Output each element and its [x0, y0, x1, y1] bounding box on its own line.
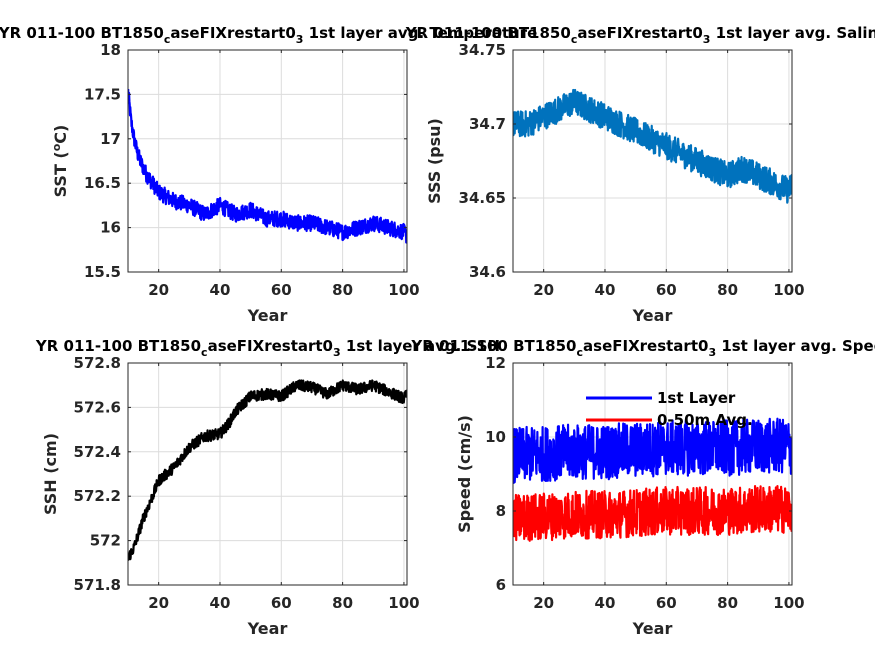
y-tick-label: 34.7: [469, 115, 506, 133]
chart-3: 20 40 60 80 100571.8572572.2572.4572.6572.8Y…: [35, 337, 500, 638]
legend-label: 0-50m Avg.: [657, 411, 753, 429]
x-axis-label: Year: [247, 619, 288, 638]
x-tick-label: 20: [148, 594, 169, 612]
y-tick-label: 10: [485, 428, 506, 446]
axes-frame: [512, 49, 793, 273]
x-tick-label: 40: [210, 281, 231, 299]
y-tick-label: 34.6: [469, 263, 506, 281]
y-tick-label: 572: [90, 532, 121, 550]
x-tick-label: 40: [210, 594, 231, 612]
y-tick-label: 16.5: [84, 174, 121, 192]
axes-frame: [512, 362, 793, 586]
x-tick-label: 60: [656, 594, 677, 612]
y-tick-label: 572.4: [74, 443, 121, 461]
x-tick-label: 100: [773, 281, 804, 299]
y-tick-label: 572.8: [74, 354, 121, 372]
y-tick-label: 17: [100, 130, 121, 148]
x-tick-label: 80: [717, 281, 738, 299]
chart-4: 20 40 60 80 100 6 8 10 12 Year Speed (cm/s) YR 011-…: [410, 337, 875, 638]
series-line-1: [513, 417, 792, 484]
x-tick-label: 100: [388, 594, 419, 612]
plot-area: [128, 50, 407, 272]
x-tick-label: 60: [656, 281, 677, 299]
x-tick-label: 60: [271, 594, 292, 612]
x-tick-label: 100: [773, 594, 804, 612]
plot-area: [128, 363, 407, 585]
chart-2: 20 40 60 80 100 34.6 34.65 34.7 34.75 Year SSS (ps…: [405, 24, 875, 325]
y-tick-label: 571.8: [74, 576, 121, 594]
y-tick-label: 6: [496, 576, 506, 594]
x-tick-label: 80: [717, 594, 738, 612]
y-axis-label: Speed (cm/s): [455, 415, 474, 533]
y-tick-label: 15.5: [84, 263, 121, 281]
chart-title: YR 011-100 BT1850caseFIXrestart03 1st la…: [35, 337, 500, 359]
chart-1: 20 40 60 80 100 15.5 16 16.5 17 17.5 18 Year SST (oC…: [0, 24, 537, 325]
y-axis-label: SSS (psu): [425, 118, 444, 204]
y-tick-label: 16: [100, 219, 121, 237]
y-tick-label: 572.2: [74, 487, 121, 505]
x-tick-label: 40: [595, 281, 616, 299]
series-line-2: [513, 484, 792, 542]
y-tick-label: 12: [485, 354, 506, 372]
y-tick-label: 18: [100, 41, 121, 59]
x-tick-label: 80: [332, 281, 353, 299]
x-axis-label: Year: [632, 619, 673, 638]
x-axis-label: Year: [247, 306, 288, 325]
chart-title: YR 011-100 BT1850caseFIXrestart03 1st la…: [0, 24, 537, 46]
x-tick-label: 60: [271, 281, 292, 299]
y-tick-label: 34.65: [459, 189, 506, 207]
axes-frame: [127, 362, 408, 586]
legend: 1st Layer 0-50m Avg.: [586, 389, 753, 429]
y-tick-label: 8: [496, 502, 506, 520]
series-line-1: [128, 88, 407, 244]
series-line-1: [128, 379, 407, 561]
series-line-1: [513, 88, 792, 204]
y-axis-label: SSH (cm): [41, 433, 60, 515]
chart-title: YR 011-100 BT1850caseFIXrestart03 1st la…: [405, 24, 875, 46]
chart-title: YR 011-100 BT1850caseFIXrestart03 1st la…: [410, 337, 875, 359]
x-tick-label: 80: [332, 594, 353, 612]
x-tick-label: 20: [533, 281, 554, 299]
y-tick-label: 17.5: [84, 85, 121, 103]
y-tick-label: 572.6: [74, 398, 121, 416]
axes-frame: [127, 49, 408, 273]
x-tick-label: 20: [533, 594, 554, 612]
x-axis-label: Year: [632, 306, 673, 325]
x-tick-label: 40: [595, 594, 616, 612]
y-axis-label: SST (oC): [50, 125, 70, 198]
legend-label: 1st Layer: [657, 389, 736, 407]
x-tick-label: 100: [388, 281, 419, 299]
x-tick-label: 20: [148, 281, 169, 299]
y-tick-label: 34.75: [459, 41, 506, 59]
